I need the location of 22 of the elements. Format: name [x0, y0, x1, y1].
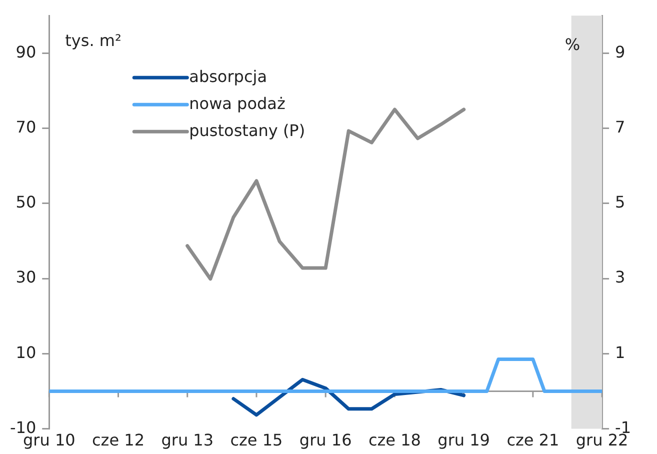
- y2-tick-label: 7: [615, 117, 626, 136]
- x-tick-label: gru 19: [438, 430, 490, 450]
- x-tick-label: gru 13: [161, 430, 214, 450]
- x-tick-label: cze 21: [506, 430, 560, 450]
- legend-label: nowa podaż: [189, 94, 286, 113]
- y-tick-label: 90: [16, 42, 36, 62]
- y-axis-title: tys. m²: [65, 30, 122, 50]
- y2-tick-label: 1: [615, 342, 626, 362]
- y-tick-label: 70: [16, 117, 36, 136]
- legend-label: pustostany (P): [189, 120, 306, 140]
- y2-tick-label: 5: [615, 192, 626, 212]
- y-tick-label: 30: [16, 268, 36, 287]
- y2-tick-label: 9: [615, 42, 626, 62]
- y2-axis-title: %: [564, 34, 580, 54]
- x-tick-label: cze 12: [92, 430, 144, 450]
- y-tick-label: 10: [16, 342, 36, 362]
- x-tick-label: gru 16: [299, 430, 352, 450]
- x-tick-label: cze 18: [368, 430, 421, 450]
- y-tick-label: 50: [16, 192, 36, 212]
- y2-tick-label: 3: [615, 268, 626, 287]
- x-tick-label: cze 15: [230, 430, 283, 450]
- legend-label: absorpcja: [189, 66, 268, 86]
